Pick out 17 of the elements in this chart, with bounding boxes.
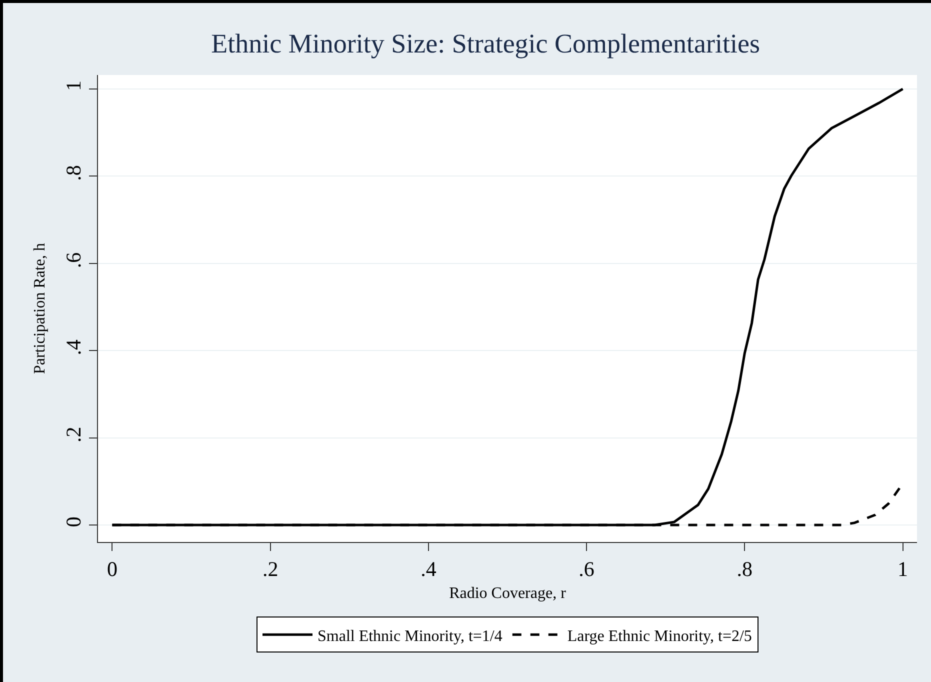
x-tick-label: 0 — [106, 557, 118, 582]
x-tick-label: .6 — [578, 557, 594, 582]
legend-label: Large Ethnic Minority, t=2/5 — [567, 628, 752, 645]
chart-title: Ethnic Minority Size: Strategic Complementarities — [211, 28, 760, 58]
legend-label: Small Ethnic Minority, t=1/4 — [318, 628, 502, 645]
x-tick-label: .2 — [262, 557, 278, 582]
y-axis-title: Participation Rate, h — [32, 242, 48, 374]
x-tick-label: .8 — [736, 557, 753, 582]
y-tick-label: 1 — [62, 80, 86, 92]
y-tick-label: .2 — [62, 426, 86, 443]
y-tick-label: .8 — [62, 165, 86, 181]
x-axis-title: Radio Coverage, r — [449, 584, 567, 602]
y-tick-label: .4 — [62, 339, 86, 356]
x-tick-label: .4 — [420, 557, 437, 582]
y-tick-label: 0 — [62, 516, 86, 528]
x-tick-label: 1 — [898, 557, 908, 582]
y-tick-label: .6 — [62, 252, 86, 268]
